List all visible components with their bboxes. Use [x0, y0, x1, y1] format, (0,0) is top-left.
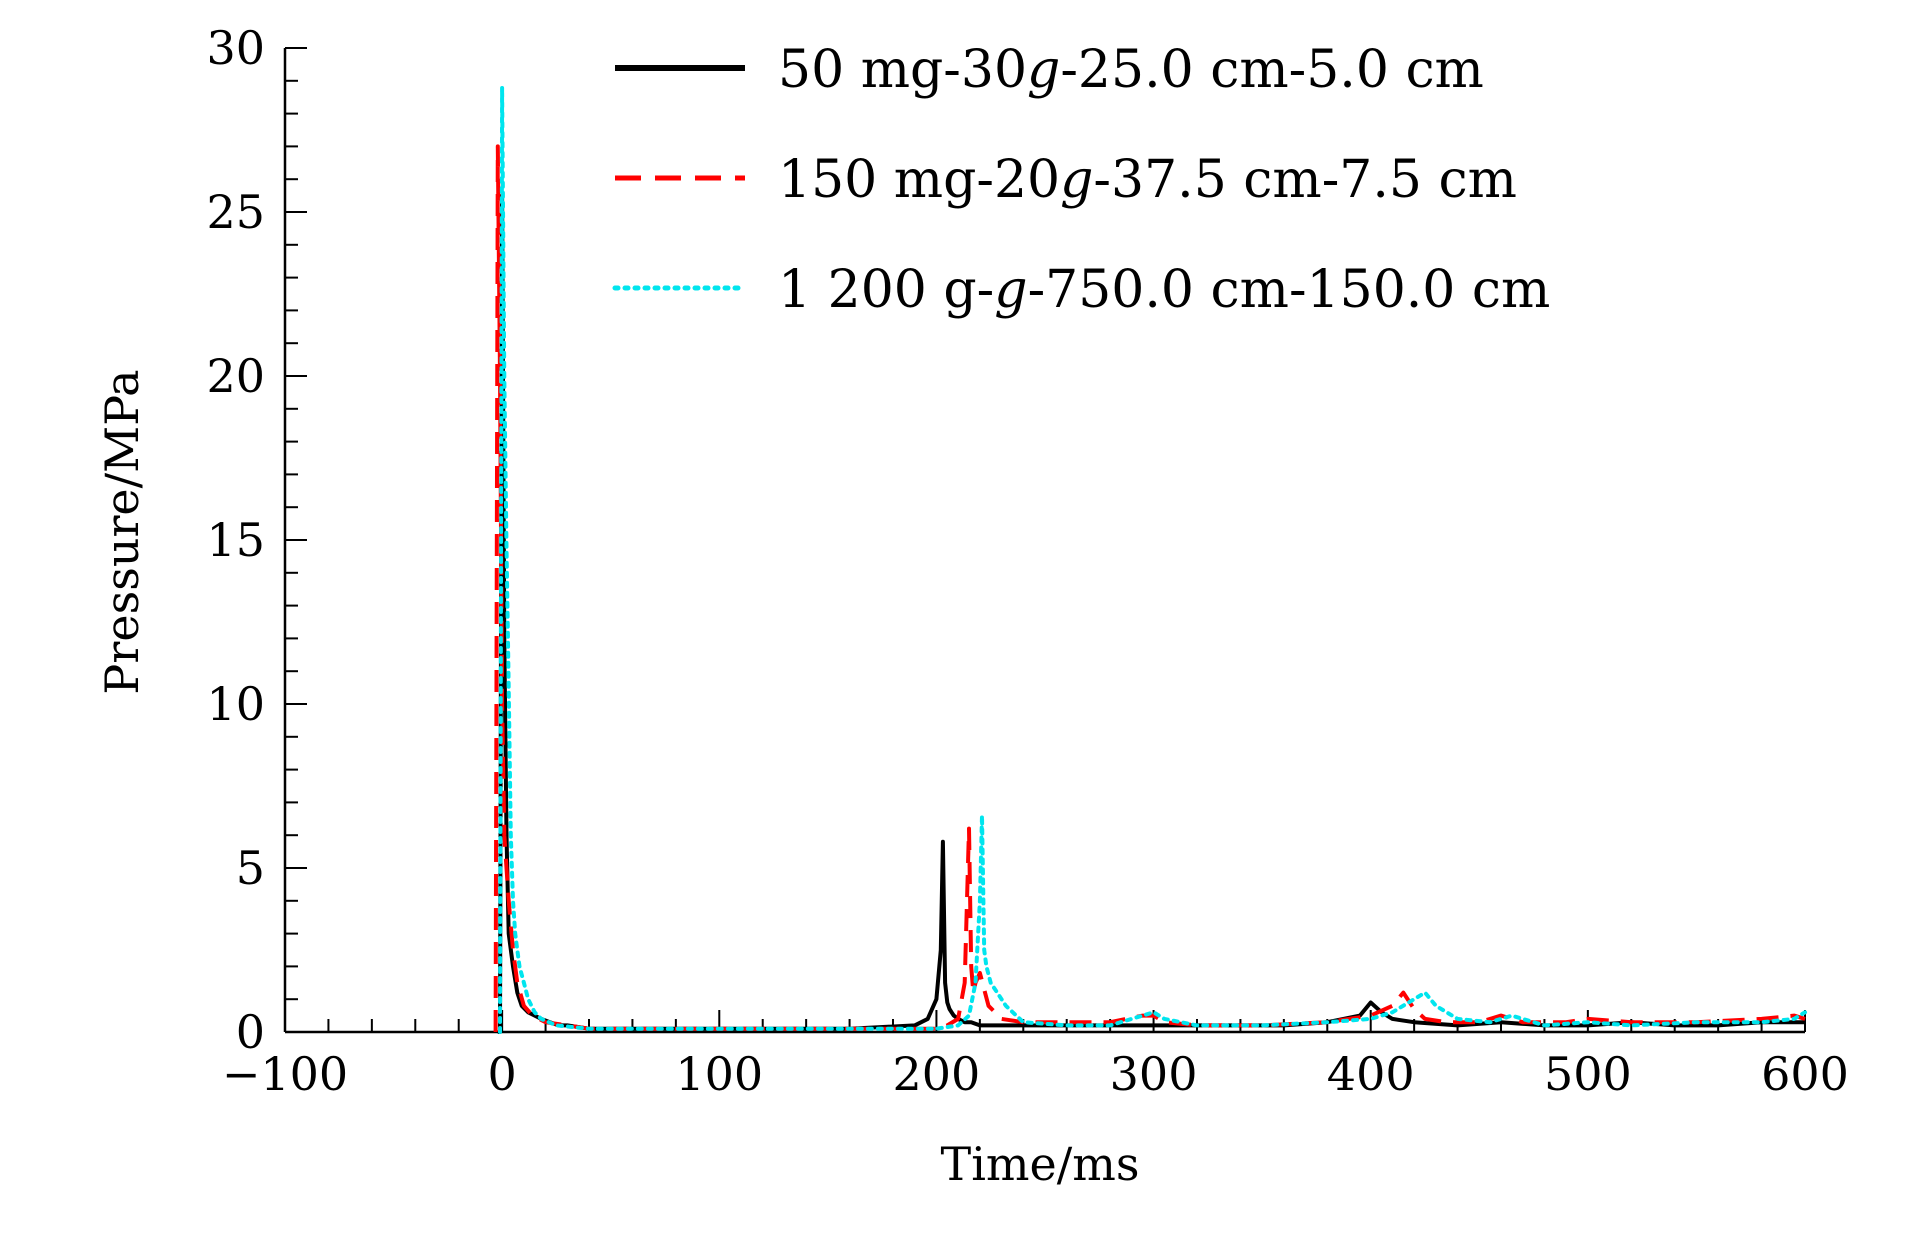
x-tick-label: 600 [1761, 1047, 1849, 1101]
y-tick-label: 5 [236, 841, 265, 895]
x-tick-label: 500 [1544, 1047, 1632, 1101]
y-tick-label: 15 [206, 513, 265, 567]
x-tick-label: 200 [893, 1047, 981, 1101]
y-tick-label: 10 [206, 677, 265, 731]
legend: 50 mg-30g-25.0 cm-5.0 cm 150 mg-20g-37.5 … [612, 40, 1550, 320]
y-tick-label: 0 [236, 1005, 265, 1059]
x-tick-label: 400 [1327, 1047, 1415, 1101]
y-axis-label: Pressure/MPa [95, 369, 149, 694]
y-tick-label: 20 [206, 349, 265, 403]
y-tick-label: 30 [206, 21, 265, 75]
legend-label-3: 1 200 g-g-750.0 cm-150.0 cm [778, 260, 1550, 320]
series-lines [493, 85, 1807, 1034]
legend-label-2: 150 mg-20g-37.5 cm-7.5 cm [778, 150, 1517, 210]
x-tick-label: 100 [675, 1047, 763, 1101]
series-line-2 [493, 144, 1806, 1033]
x-tick-label: 300 [1110, 1047, 1198, 1101]
y-tick-label: 25 [206, 185, 265, 239]
x-axis-label: Time/ms [941, 1137, 1140, 1191]
x-tick-label: 0 [488, 1047, 517, 1101]
series-line-1 [497, 193, 1805, 1034]
series-line-3 [498, 85, 1807, 1034]
x-tick-label: −100 [222, 1047, 348, 1101]
legend-label-1: 50 mg-30g-25.0 cm-5.0 cm [778, 40, 1484, 100]
